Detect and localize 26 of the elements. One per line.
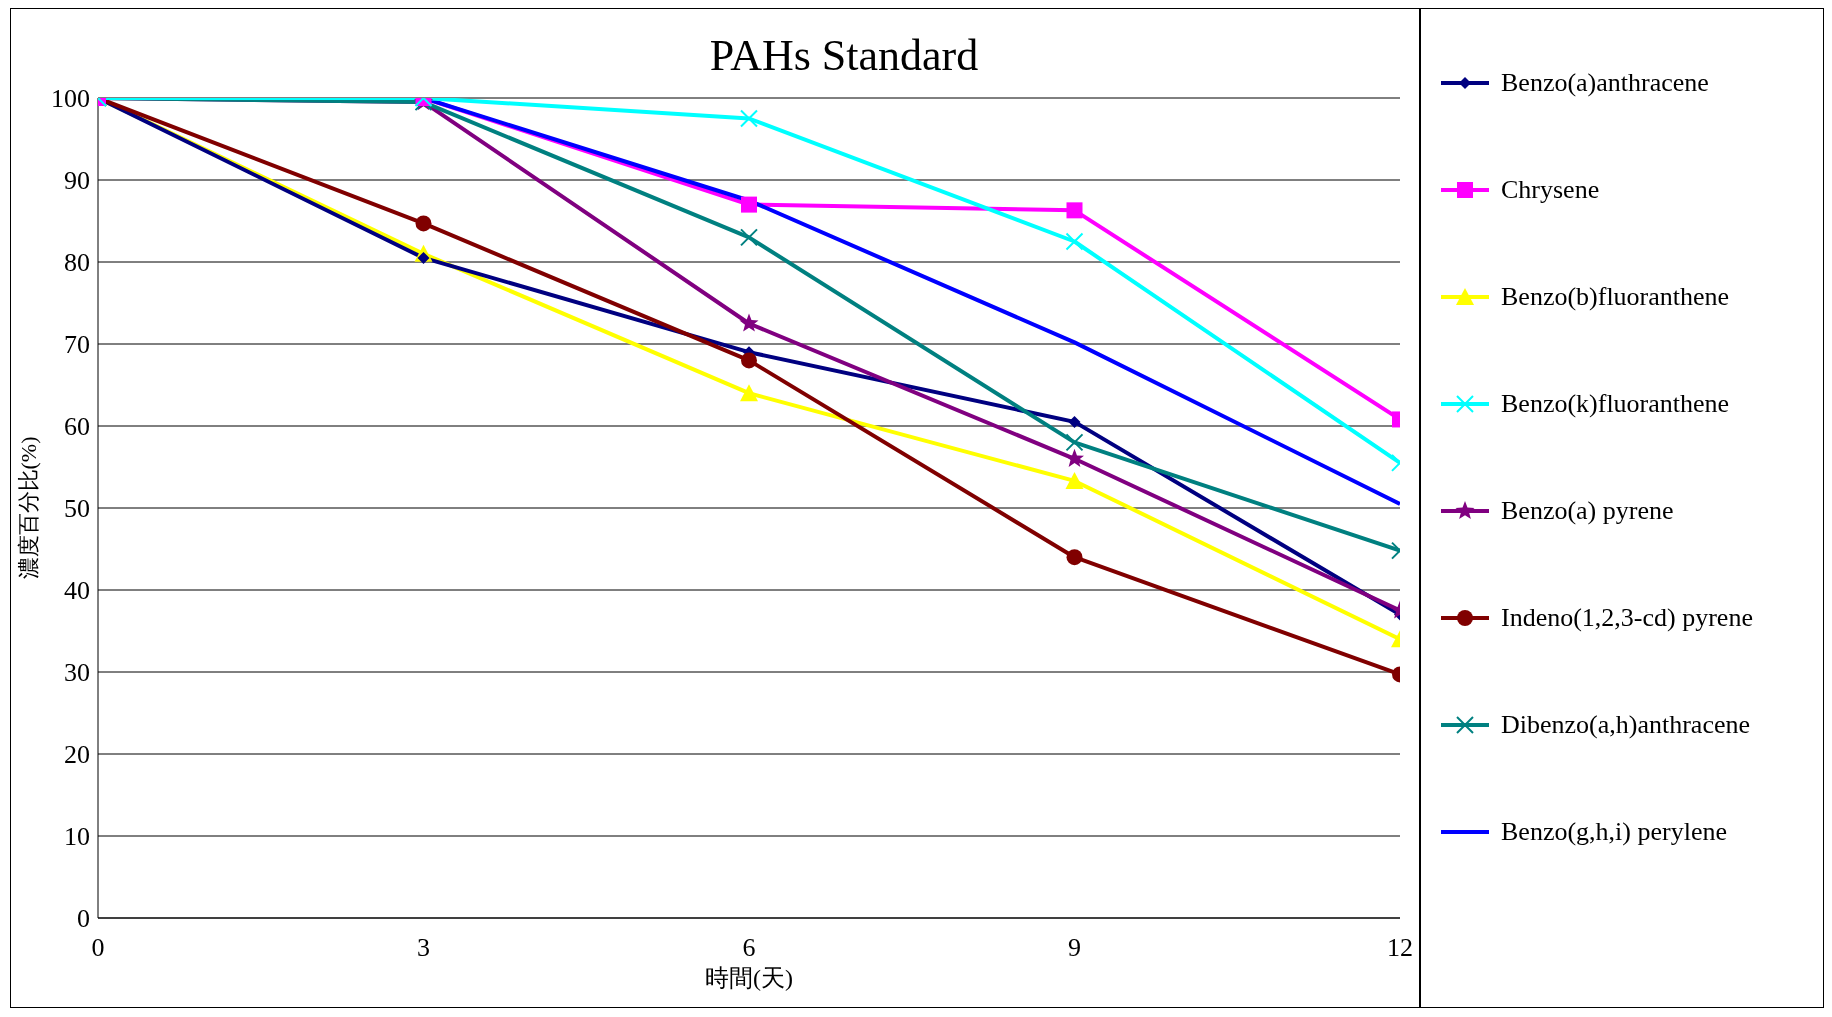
y-tick-label: 0: [77, 904, 90, 934]
legend-label: Benzo(g,h,i) perylene: [1501, 816, 1727, 847]
y-tick-label: 10: [64, 822, 90, 852]
y-tick-label: 100: [51, 84, 90, 114]
x-tick-label: 9: [1068, 933, 1081, 963]
y-tick-label: 40: [64, 576, 90, 606]
x-tick-label: 6: [742, 933, 756, 963]
y-tick-label: 60: [64, 412, 90, 442]
y-axis-title: 濃度百分比(%): [15, 436, 41, 580]
y-tick-label: 20: [64, 740, 90, 770]
x-tick-label: 3: [417, 933, 430, 963]
legend-label: Benzo(a)anthracene: [1501, 67, 1709, 98]
legend-label: Benzo(a) pyrene: [1501, 495, 1674, 526]
y-tick-label: 30: [64, 658, 90, 688]
y-tick-label: 90: [64, 166, 90, 196]
legend-label: Benzo(k)fluoranthene: [1501, 388, 1730, 419]
legend-label: Dibenzo(a,h)anthracene: [1501, 709, 1751, 740]
legend-label: Benzo(b)fluoranthene: [1501, 281, 1730, 312]
y-tick-label: 80: [64, 248, 90, 278]
x-tick-label: 12: [1387, 933, 1413, 963]
legend-label: Indeno(1,2,3-cd) pyrene: [1501, 602, 1753, 633]
x-axis-title: 時間(天): [705, 965, 793, 991]
chart-title: PAHs Standard: [709, 31, 979, 80]
legend-label: Chrysene: [1501, 174, 1600, 205]
y-tick-label: 70: [64, 330, 90, 360]
y-tick-label: 50: [64, 494, 90, 524]
